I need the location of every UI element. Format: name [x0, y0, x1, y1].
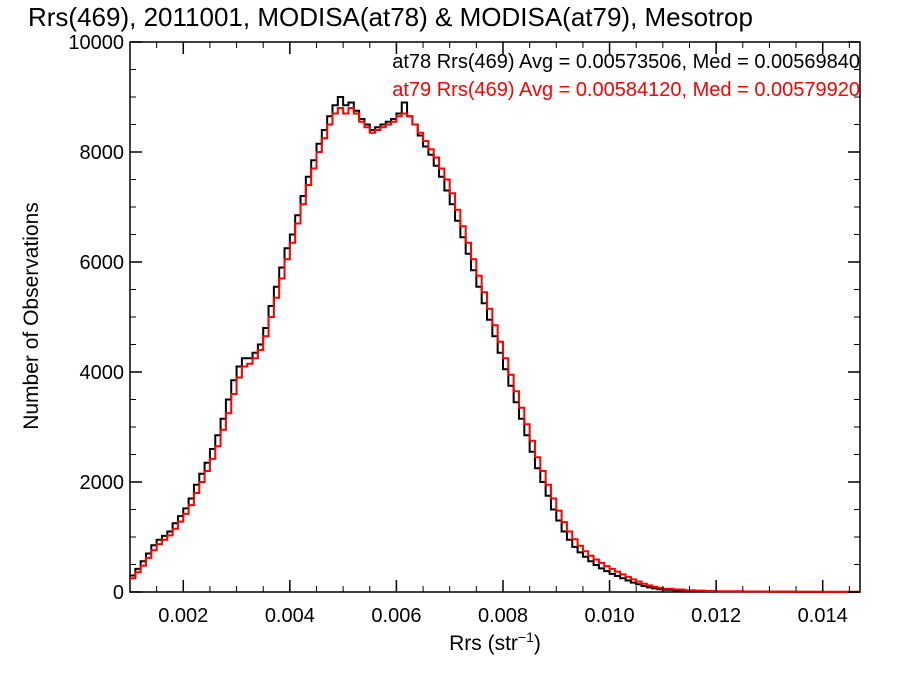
x-tick-label: 0.012 [691, 605, 741, 627]
y-tick-label: 2000 [80, 472, 125, 494]
plot-border [129, 41, 861, 593]
legend-entry-at79: at79 Rrs(469) Avg = 0.00584120, Med = 0.… [392, 79, 860, 101]
series-layer [130, 96, 861, 593]
y-tick-label: 6000 [80, 252, 125, 274]
ticks-layer: 0.002 0.004 0.006 0.008 0.010 0.012 0.014 0 2000… [68, 32, 860, 627]
series-line-at78 [130, 96, 861, 593]
x-tick-label: 0.006 [371, 605, 421, 627]
x-axis-label-superscript: −1 [518, 629, 534, 645]
x-axis-label: Rrs (str−1) [449, 629, 541, 655]
y-tick-label: 0 [113, 582, 124, 604]
x-tick-label: 0.010 [585, 605, 635, 627]
y-tick-label: 4000 [80, 362, 125, 384]
plot-frame [129, 41, 861, 593]
x-axis-label-tail: ) [534, 632, 541, 655]
x-tick-label: 0.002 [158, 605, 208, 627]
legend-entry-at78: at78 Rrs(469) Avg = 0.00573506, Med = 0.… [392, 51, 860, 73]
y-tick-label: 10000 [68, 32, 124, 54]
x-tick-label: 0.014 [798, 605, 848, 627]
x-tick-label: 0.004 [265, 605, 315, 627]
chart-title: Rrs(469), 2011001, MODISA(at78) & MODISA… [28, 2, 753, 32]
series-line-at79 [130, 107, 861, 593]
x-tick-label: 0.008 [478, 605, 528, 627]
y-tick-label: 8000 [80, 142, 125, 164]
y-axis-label: Number of Observations [20, 202, 43, 430]
x-axis-label-main: Rrs (str [449, 632, 518, 655]
